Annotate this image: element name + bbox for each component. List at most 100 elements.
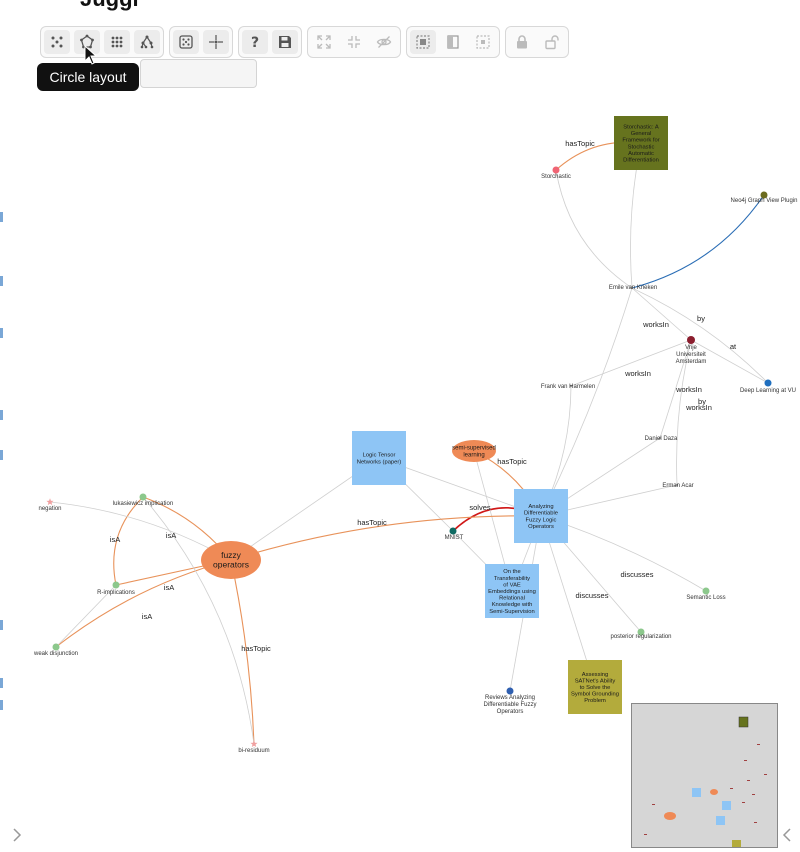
edge-lukasiewicz-rimpl[interactable]	[113, 496, 144, 586]
help-icon: ?	[251, 35, 259, 50]
node-daniel[interactable]: Daniel Daza	[645, 436, 678, 442]
grid-layout-icon	[111, 36, 123, 48]
tooltip: Circle layout	[37, 63, 139, 91]
node-erman[interactable]: Erman Acar	[662, 483, 693, 489]
random-layout-button[interactable]	[173, 30, 199, 54]
node-storchastic_paper[interactable]: Storchastic: A General Framework for Stocha…	[614, 116, 668, 170]
node-label: Logic Tensor Networks (paper)	[357, 453, 402, 466]
edge-erman-vu[interactable]	[676, 339, 692, 486]
node-label: posterior regularization	[610, 634, 671, 640]
layout-group	[40, 26, 164, 58]
expand-group	[307, 26, 401, 58]
edge-daniel-vu[interactable]	[659, 339, 692, 439]
search-input[interactable]	[140, 59, 257, 88]
node-vu[interactable]: Vrije Universiteit Amsterdam	[676, 336, 707, 365]
circle-layout-icon	[80, 34, 94, 49]
save-button[interactable]	[272, 30, 298, 54]
node-rimpl[interactable]: R-implications	[97, 581, 135, 597]
node-negation[interactable]: negation	[38, 498, 62, 512]
node-label: fuzzy operators	[213, 550, 249, 570]
edge-adflo-fuzzy[interactable]	[230, 515, 542, 561]
arrange-group	[169, 26, 233, 58]
edge-label-discusses_1: discusses	[621, 570, 654, 579]
help-button[interactable]: ?	[242, 30, 268, 54]
invert-selection-button[interactable]	[440, 30, 466, 54]
chevron-left-icon[interactable]	[780, 826, 794, 844]
node-label: Storchastic: A General Framework for Stocha…	[622, 125, 659, 164]
node-weakdis[interactable]: weak disjunction	[33, 643, 78, 658]
mouse-cursor-icon	[84, 45, 98, 65]
hide-button[interactable]	[371, 30, 397, 54]
lock-button[interactable]	[509, 30, 535, 54]
node-label: Vrije Universiteit Amsterdam	[676, 345, 707, 365]
edge-label-hastopic_fuzzy: hasTopic	[357, 518, 387, 527]
edge-lukasiewicz-biresiduum[interactable]	[142, 496, 255, 745]
toolbar: ?	[40, 26, 569, 58]
edge-negation-fuzzy[interactable]	[49, 501, 232, 561]
node-label: MNIST	[445, 535, 464, 541]
edge-vu-dlvu[interactable]	[690, 339, 769, 384]
node-mnist[interactable]: MNIST	[445, 527, 464, 542]
node-label: Neo4j Graph View Plugin	[731, 198, 798, 204]
node-satnet[interactable]: Assessing SATNet's Ability to Solve the Sym…	[568, 660, 622, 714]
edge-storchastic-emile[interactable]	[555, 169, 633, 289]
node-storchastic[interactable]: Storchastic	[541, 166, 571, 181]
edge-emile-adflo[interactable]	[540, 287, 633, 517]
edge-weakdis-fuzzy[interactable]	[55, 559, 232, 648]
node-semi[interactable]: semi-supervised learning	[452, 440, 496, 462]
left-panel-edge	[0, 200, 3, 720]
expand-button[interactable]	[311, 30, 337, 54]
edge-rimpl-weakdis[interactable]	[55, 584, 117, 648]
page-title: Juggl	[80, 0, 139, 12]
edge-neo4j-emile[interactable]	[631, 194, 765, 289]
minimap[interactable]	[631, 703, 778, 848]
expand-icon	[317, 35, 331, 49]
node-box	[485, 564, 539, 618]
node-dlvu[interactable]: Deep Learning at VU	[740, 379, 796, 395]
edge-label-solves_1: solves	[469, 503, 491, 512]
edge-frank-vu[interactable]	[570, 339, 692, 387]
chevron-right-icon[interactable]	[10, 826, 24, 844]
fdgd-layout-icon	[51, 36, 63, 48]
node-label: Daniel Daza	[645, 436, 678, 442]
node-label: Storchastic	[541, 174, 571, 180]
select-neighbors-button[interactable]	[470, 30, 496, 54]
node-biresiduum[interactable]: bi-residuum	[238, 740, 270, 754]
collapse-button[interactable]	[341, 30, 367, 54]
node-star	[46, 498, 54, 506]
edge-fuzzy-biresiduum[interactable]	[230, 559, 255, 745]
node-label: On the Transferability of VAE Embeddings us…	[488, 569, 536, 615]
node-adflo[interactable]: Analyzing Differentiable Fuzzy Logic Operat…	[514, 489, 568, 543]
node-emile[interactable]: Emile van Krieken	[609, 285, 657, 291]
unlock-icon	[545, 35, 559, 50]
node-label: Emile van Krieken	[609, 285, 657, 291]
node-vae[interactable]: On the Transferability of VAE Embeddings us…	[485, 564, 539, 618]
node-box	[614, 116, 668, 170]
grid-layout-button[interactable]	[104, 30, 130, 54]
edge-label-at_1: at	[730, 342, 737, 351]
fdgd-layout-button[interactable]	[44, 30, 70, 54]
lock-icon	[517, 35, 527, 49]
node-neo4j[interactable]: Neo4j Graph View Plugin	[731, 191, 798, 205]
dice-icon	[179, 35, 193, 49]
node-reviews[interactable]: Reviews Analyzing Differentiable Fuzzy Ope…	[484, 687, 537, 716]
node-semloss[interactable]: Semantic Loss	[686, 587, 726, 602]
node-postreg[interactable]: posterior regularization	[610, 628, 672, 641]
node-label: R-implications	[97, 590, 135, 596]
edge-emile-vu[interactable]	[631, 287, 692, 341]
fit-view-button[interactable]	[203, 30, 229, 54]
node-fuzzy[interactable]: fuzzy operators	[201, 541, 261, 579]
node-frank[interactable]: Frank van Harmelen	[541, 384, 595, 390]
unlock-button[interactable]	[539, 30, 565, 54]
node-lukasiewicz[interactable]: lukasiewicz implication	[113, 493, 173, 508]
node-dot	[506, 687, 514, 695]
edge-emile-dlvu[interactable]	[631, 287, 769, 384]
node-dot	[760, 191, 768, 199]
hierarchy-layout-button[interactable]	[134, 30, 160, 54]
node-label: Analyzing Differentiable Fuzzy Logic Operat…	[524, 504, 558, 530]
node-dot	[449, 527, 457, 535]
node-dot	[139, 493, 147, 501]
node-ltn[interactable]: Logic Tensor Networks (paper)	[352, 431, 406, 485]
select-all-button[interactable]	[410, 30, 436, 54]
